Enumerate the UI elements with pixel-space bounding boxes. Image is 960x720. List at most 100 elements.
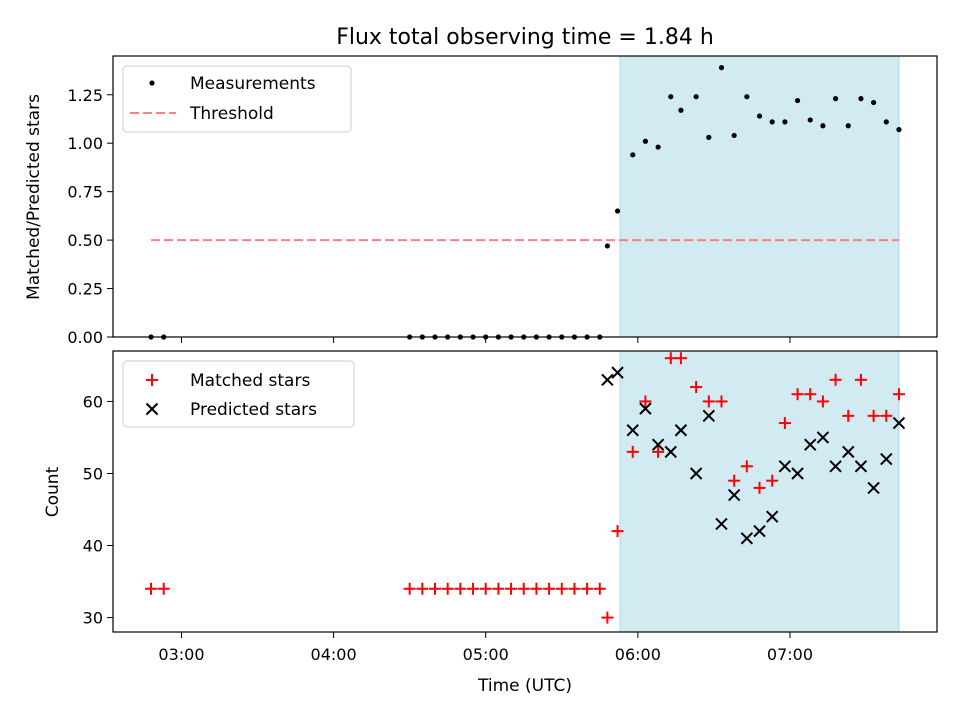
legend-measurements-marker (149, 80, 155, 86)
measurement-point (858, 96, 864, 102)
predicted-star-point (715, 517, 728, 531)
predicted-star-point-b (778, 460, 792, 473)
count-marks (145, 352, 906, 624)
predicted-star-point (778, 460, 792, 473)
matched-star-point (867, 409, 880, 422)
matched-star-point (505, 582, 518, 595)
measurement-point (807, 117, 813, 123)
predicted-star-point (639, 402, 652, 415)
predicted-star-point (651, 438, 665, 451)
matched-star-point (702, 395, 715, 408)
ratio-x-ticks (180, 337, 791, 343)
matched-star-point (778, 417, 791, 430)
measurement-point (604, 243, 611, 249)
legend-threshold-label: Threshold (189, 104, 274, 124)
count-legend: Matched stars Predicted stars (122, 360, 355, 428)
measurement-point (756, 113, 763, 119)
measurement-point (718, 65, 725, 71)
measurement-point (655, 144, 661, 150)
count-plot-frame (112, 350, 938, 633)
matched-star-point (639, 395, 652, 408)
ratio-y-axis: 0.00 0.25 0.50 0.75 1.00 1.25 (67, 86, 113, 347)
predicted-star-point (842, 445, 855, 459)
predicted-star-point-b (674, 424, 688, 437)
matched-star-point (601, 611, 614, 624)
x-tick-label: 03:00 (158, 645, 204, 664)
count-y-axis-label: Count (43, 466, 63, 517)
predicted-star-point (702, 409, 716, 423)
predicted-star-point-b (829, 460, 842, 473)
predicted-star-point (867, 481, 880, 495)
predicted-star-point-b (740, 532, 754, 545)
predicted-star-point-b (626, 424, 639, 437)
predicted-star-point-b (816, 431, 830, 444)
matched-star-point (715, 395, 728, 408)
matched-star-point (753, 481, 766, 494)
matched-star-point (690, 381, 703, 394)
predicted-star-point-b (715, 517, 728, 531)
measurement-point (731, 132, 737, 139)
matched-star-point (145, 582, 158, 595)
matched-star-point (517, 582, 530, 595)
count-y-tick-label: 60 (83, 392, 103, 411)
measurement-point (820, 123, 826, 129)
matched-star-point (664, 352, 677, 365)
legend-matched-plus (146, 374, 158, 386)
matched-star-point (740, 460, 753, 473)
matched-star-point (880, 409, 893, 422)
x-tick-label: 05:00 (463, 645, 509, 664)
count-legend-box (122, 360, 355, 428)
legend-matched-marker (146, 374, 158, 386)
matched-star-point (816, 395, 829, 408)
legend-predicted-x-b (145, 402, 159, 416)
predicted-star-point-b (753, 524, 766, 538)
matched-star-point (157, 582, 170, 595)
count-y-tick-label: 40 (83, 537, 103, 556)
matched-star-point (555, 582, 568, 595)
predicted-star-point (689, 467, 703, 480)
matched-star-point (492, 582, 505, 595)
predicted-star-point (674, 424, 688, 437)
predicted-star-point (664, 445, 677, 459)
measurement-point (693, 94, 699, 100)
predicted-star-point-b (791, 467, 804, 480)
predicted-star-point (727, 488, 741, 502)
measurement-point (769, 119, 775, 125)
predicted-star-point-b (727, 488, 741, 502)
matched-star-point (728, 474, 741, 487)
x-tick-label: 04:00 (311, 645, 357, 664)
predicted-star-point (816, 431, 830, 444)
predicted-star-point-b (651, 438, 665, 451)
measurement-point (871, 99, 877, 106)
predicted-star-point-b (804, 438, 817, 451)
legend-predicted-x (145, 402, 159, 416)
legend-predicted-marker (145, 402, 159, 416)
ratio-plot-frame (112, 55, 938, 338)
predicted-star-point (829, 460, 842, 473)
measurement-point (794, 97, 801, 104)
predicted-star-point (626, 424, 639, 437)
matched-star-point (804, 388, 817, 401)
x-tick-label: 07:00 (767, 645, 813, 664)
predicted-star-point-b (854, 460, 868, 473)
matched-star-point (842, 409, 855, 422)
x-tick-label: 06:00 (615, 645, 661, 664)
legend-predicted-label: Predicted stars (190, 400, 317, 420)
measurement-point (678, 107, 684, 113)
matched-star-point (568, 582, 581, 595)
matched-star-point (766, 474, 779, 487)
count-panel: 30 40 50 60 03:00 04:00 05:00 06:00 07:00 Count… (43, 350, 938, 696)
measurement-point (744, 94, 750, 100)
predicted-star-point (740, 532, 754, 545)
measurement-point (832, 96, 839, 102)
matched-star-point (543, 582, 556, 595)
predicted-star-point-b (880, 452, 893, 466)
ratio-y-tick-label: 1.00 (67, 134, 103, 153)
chart-title: Flux total observing time = 1.84 h (336, 25, 714, 50)
predicted-star-point (892, 416, 906, 430)
matched-star-point (593, 582, 606, 595)
matched-star-point (416, 582, 429, 595)
measurement-point (642, 138, 649, 144)
predicted-star-point (880, 452, 893, 466)
